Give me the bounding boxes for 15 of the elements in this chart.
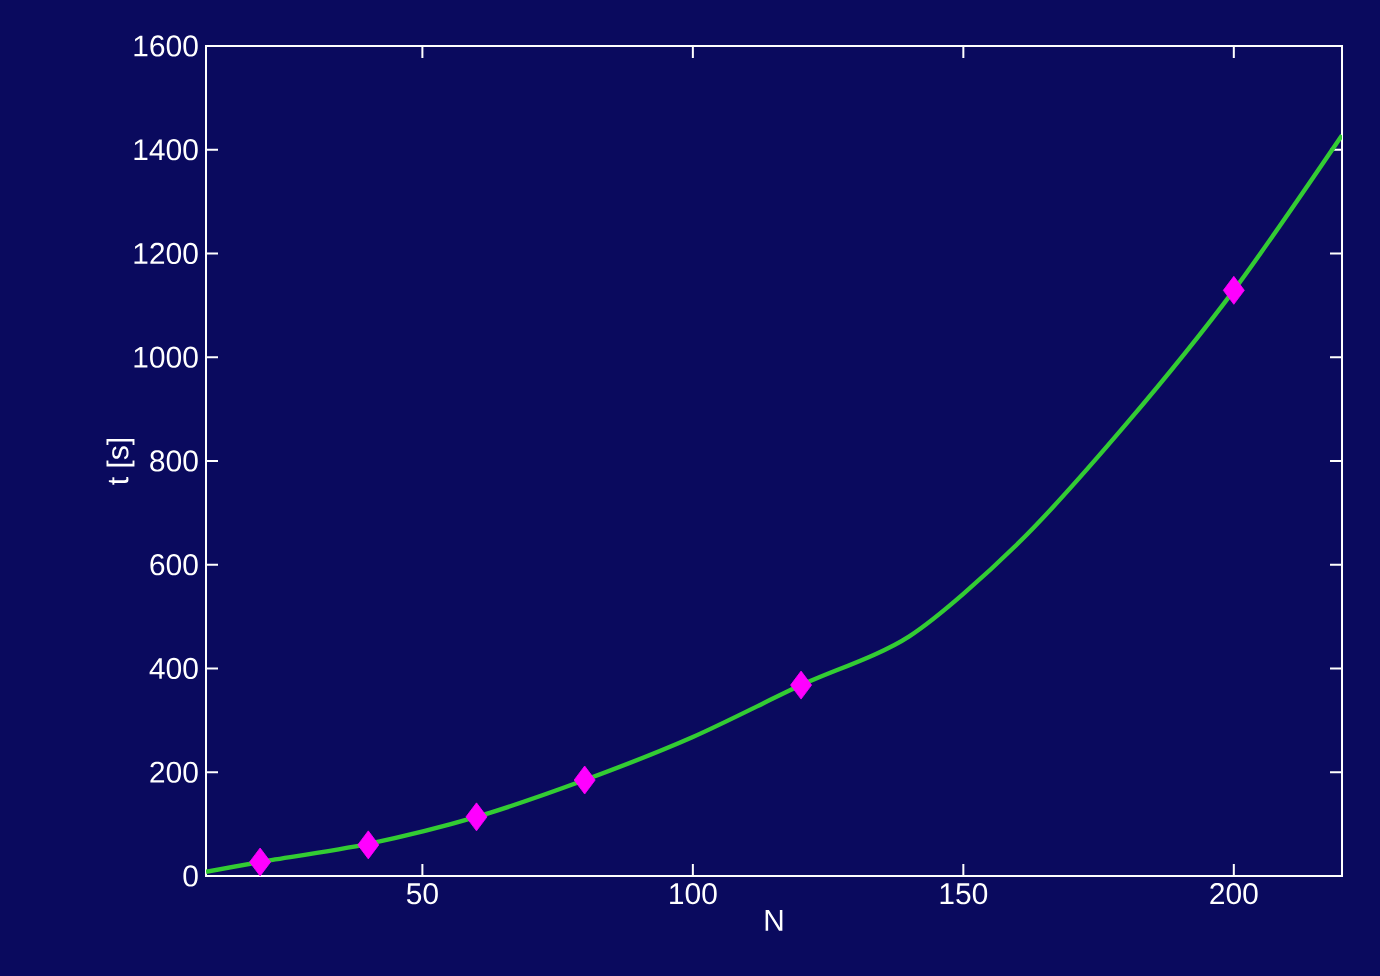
y-tick-label: 1600 bbox=[134, 35, 198, 57]
x-tick-label: 50 bbox=[406, 883, 438, 905]
y-tick-label: 1000 bbox=[134, 346, 198, 368]
y-tick-label: 1400 bbox=[134, 139, 198, 161]
y-tick-label: 400 bbox=[149, 657, 198, 680]
y-tick-label: 1200 bbox=[134, 242, 198, 265]
y-tick-label: 800 bbox=[150, 450, 198, 472]
y-tick-label: 0 bbox=[183, 865, 198, 887]
x-tick-label: 150 bbox=[940, 883, 988, 905]
x-axis-title: N bbox=[765, 910, 783, 931]
y-axis-title: t [s] bbox=[106, 439, 135, 485]
x-tick-label: 200 bbox=[1210, 883, 1258, 905]
y-tick-label: 200 bbox=[150, 761, 198, 783]
y-tick-label: 600 bbox=[150, 554, 198, 576]
x-tick-label: 100 bbox=[670, 883, 717, 905]
